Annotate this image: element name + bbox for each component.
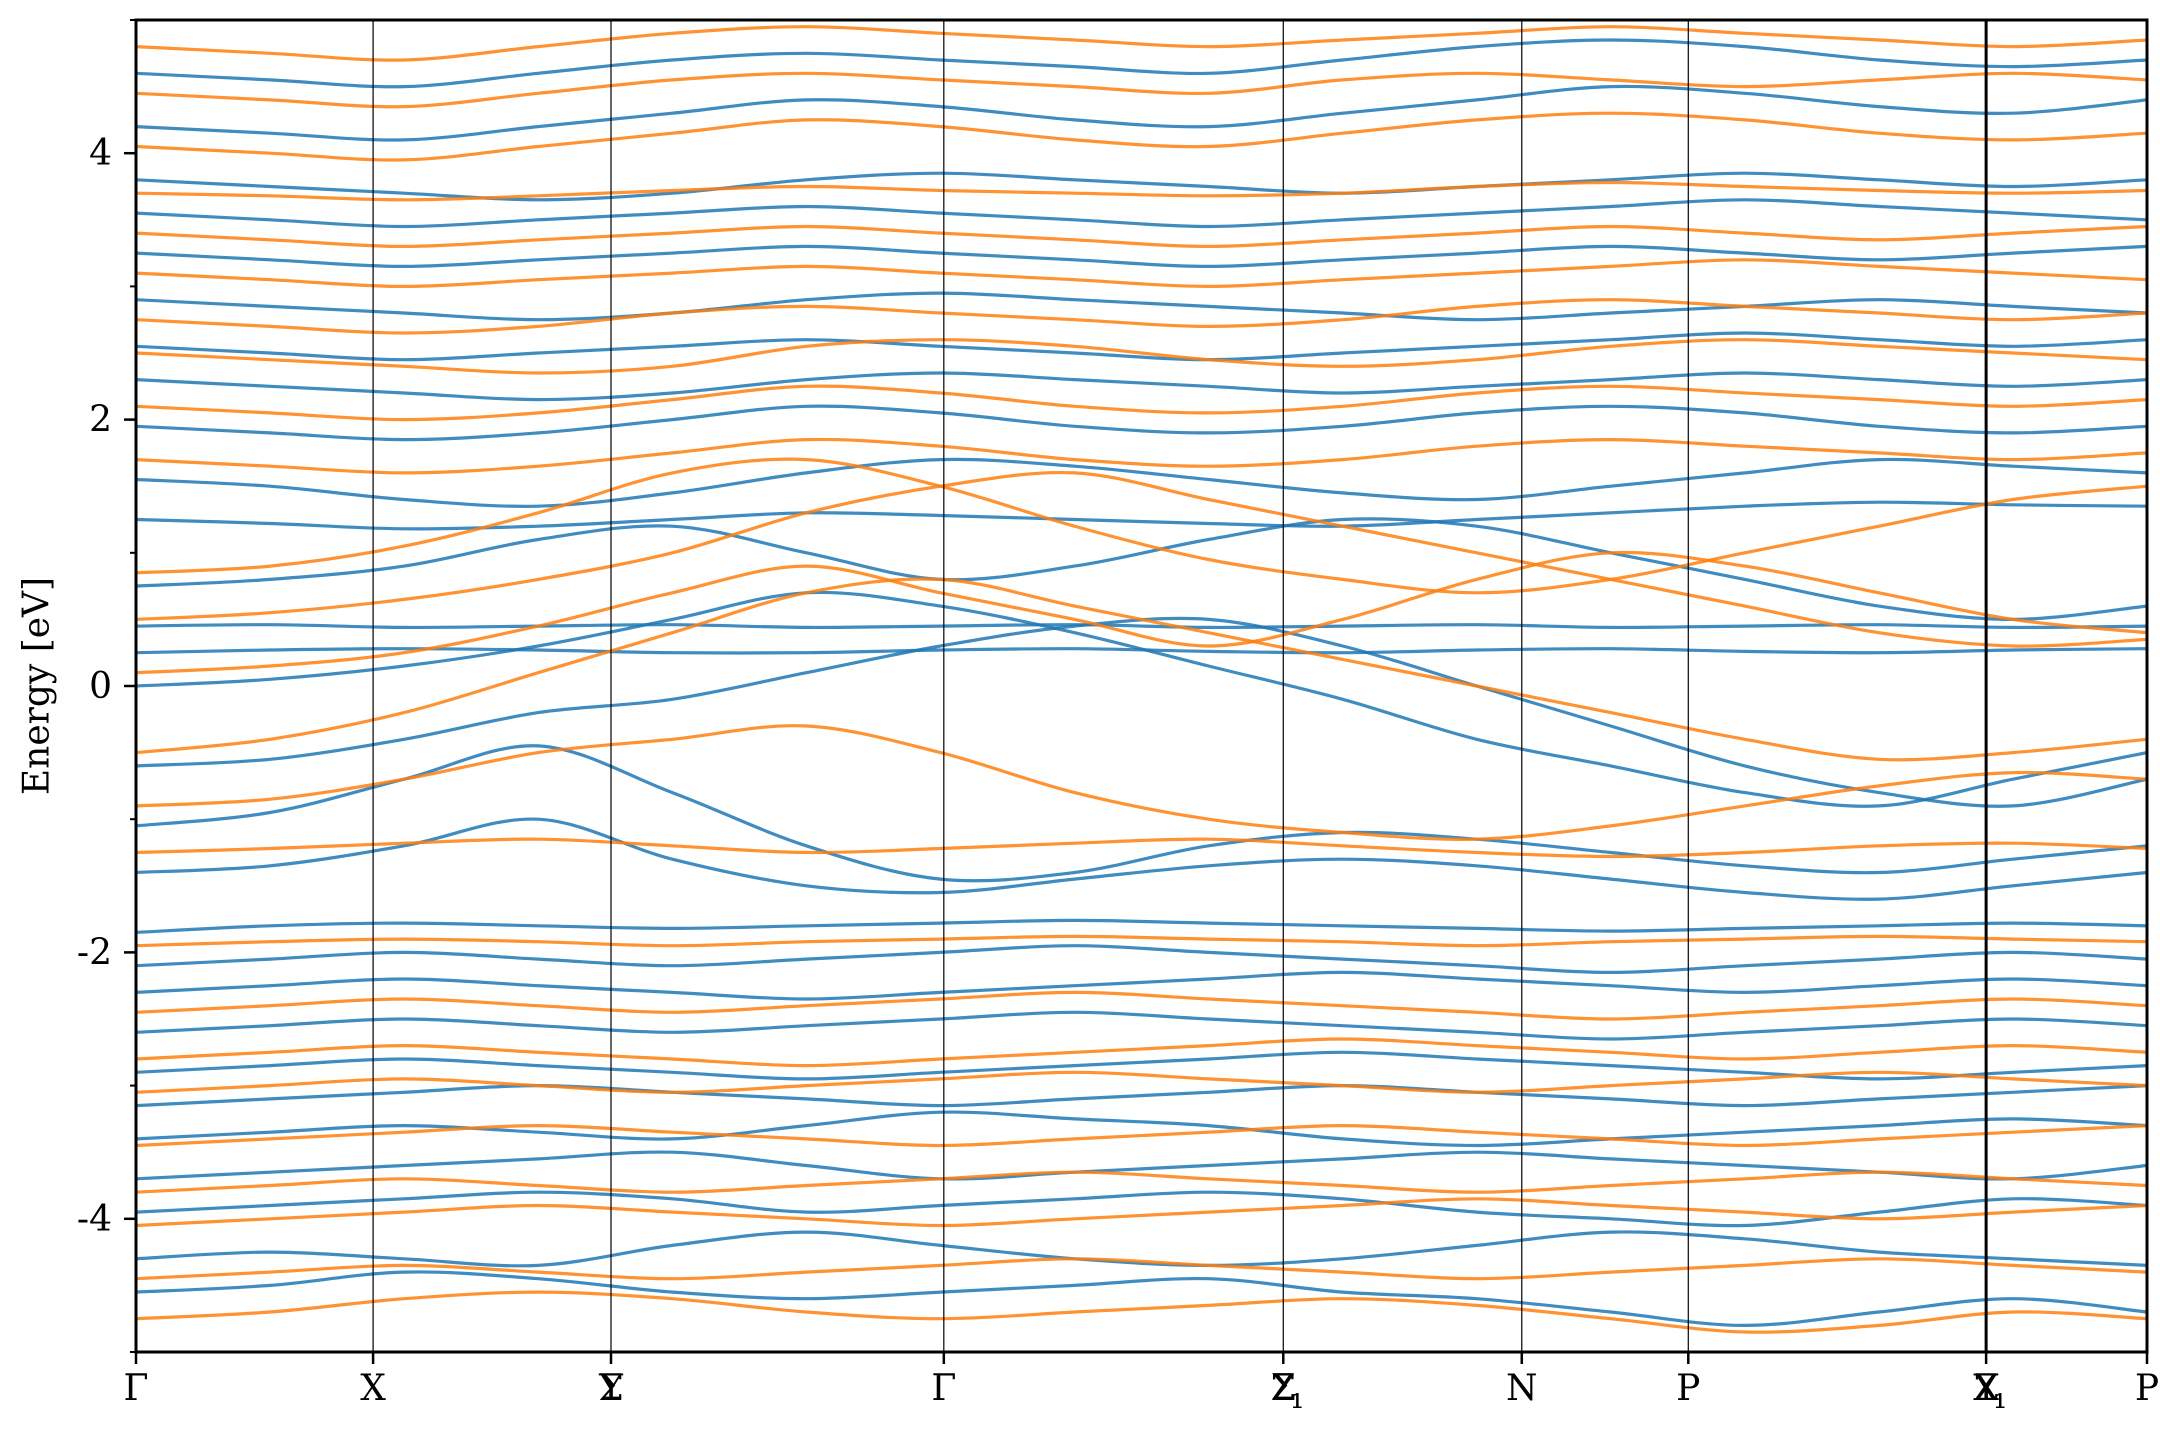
band-line-series1-28 bbox=[136, 84, 2147, 142]
band-line-series2-4 bbox=[136, 1170, 2147, 1194]
band-line-series1-24 bbox=[136, 291, 2147, 322]
x-tick-label: Z bbox=[1271, 1368, 1296, 1409]
band-line-series2-15 bbox=[136, 457, 2147, 595]
band-line-series2-17 bbox=[136, 384, 2147, 422]
band-line-series1-26 bbox=[136, 198, 2147, 229]
band-line-series2-1 bbox=[136, 1290, 2147, 1334]
band-line-series1-20 bbox=[136, 457, 2147, 508]
band-line-series2-14 bbox=[136, 470, 2147, 648]
x-tick-label: Σ bbox=[1271, 1368, 1296, 1409]
band-line-series2-2 bbox=[136, 1257, 2147, 1281]
band-line-series1-9 bbox=[136, 970, 2147, 1001]
x-tick-label: N bbox=[1506, 1368, 1538, 1409]
band-line-series2-18 bbox=[136, 338, 2147, 375]
band-line-series1-1 bbox=[136, 1270, 2147, 1328]
x-tick-label: P bbox=[2135, 1368, 2159, 1409]
band-line-series1-7 bbox=[136, 1050, 2147, 1081]
band-line-series1-18 bbox=[136, 517, 2147, 622]
band-line-series1-21 bbox=[136, 404, 2147, 442]
x-tick-label: X bbox=[1973, 1368, 1999, 1409]
band-line-series2-13 bbox=[136, 550, 2147, 675]
band-line-series1-29 bbox=[136, 38, 2147, 89]
y-tick-label: 4 bbox=[89, 133, 112, 174]
band-line-series1-22 bbox=[136, 371, 2147, 402]
band-line-series1-25 bbox=[136, 244, 2147, 269]
band-line-series1-13 bbox=[136, 744, 2147, 883]
y-axis: -4 -2 0 2 4 bbox=[77, 19, 136, 1353]
band-line-series1-17 bbox=[136, 623, 2147, 630]
band-line-series2-9 bbox=[136, 934, 2147, 948]
band-line-series1-12 bbox=[136, 817, 2147, 901]
band-line-series1-3 bbox=[136, 1190, 2147, 1228]
x-tick-label: Σ bbox=[598, 1368, 623, 1409]
band-line-series2-22 bbox=[136, 180, 2147, 202]
band-line-series2-11 bbox=[136, 724, 2147, 841]
band-line-series2-6 bbox=[136, 1070, 2147, 1094]
band-line-series2-16 bbox=[136, 437, 2147, 475]
band-line-series1-23 bbox=[136, 331, 2147, 362]
x-tick-label: P bbox=[1676, 1368, 1700, 1409]
band-line-series1-10 bbox=[136, 944, 2147, 975]
band-line-series2-7 bbox=[136, 1037, 2147, 1068]
y-axis-label: Energy [eV] bbox=[17, 577, 58, 795]
band-line-series1-19 bbox=[136, 500, 2147, 531]
y-tick-label: -4 bbox=[77, 1199, 112, 1240]
kpoint-lines bbox=[372, 20, 1988, 1352]
x-tick-label: Γ bbox=[124, 1368, 149, 1409]
band-line-series1-2 bbox=[136, 1230, 2147, 1268]
band-line-series2-24 bbox=[136, 71, 2147, 109]
band-line-series1-16 bbox=[136, 647, 2147, 655]
band-line-series2-8 bbox=[136, 990, 2147, 1021]
band-line-series2-19 bbox=[136, 298, 2147, 335]
y-tick-label: 0 bbox=[89, 666, 112, 707]
y-tick-label: -2 bbox=[77, 932, 112, 973]
x-tick-label: ₁ bbox=[1290, 1376, 1304, 1417]
band-line-series2-12 bbox=[136, 577, 2147, 762]
band-line-series2-23 bbox=[136, 111, 2147, 162]
x-tick-label: X bbox=[360, 1368, 386, 1409]
plot-frame bbox=[134, 18, 2149, 1354]
band-line-series2-5 bbox=[136, 1123, 2147, 1148]
band-line-series2-25 bbox=[136, 25, 2147, 62]
x-tick-label: Y bbox=[598, 1368, 624, 1409]
x-tick-label: Z bbox=[1974, 1368, 1999, 1409]
band-line-series1-4 bbox=[136, 1150, 2147, 1181]
bands-layer bbox=[136, 25, 2147, 1334]
band-line-series1-11 bbox=[136, 918, 2147, 934]
x-tick-label: Γ bbox=[931, 1368, 956, 1409]
band-line-series1-8 bbox=[136, 1010, 2147, 1041]
band-line-series2-21 bbox=[136, 224, 2147, 249]
band-line-series1-6 bbox=[136, 1083, 2147, 1108]
band-line-series2-3 bbox=[136, 1197, 2147, 1228]
y-tick-label: 2 bbox=[89, 400, 112, 441]
x-tick-label: Y bbox=[1973, 1368, 1999, 1409]
band-line-series2-10 bbox=[136, 837, 2147, 859]
band-line-series2-20 bbox=[136, 258, 2147, 289]
x-tick-label: ₁ bbox=[1993, 1376, 2007, 1417]
